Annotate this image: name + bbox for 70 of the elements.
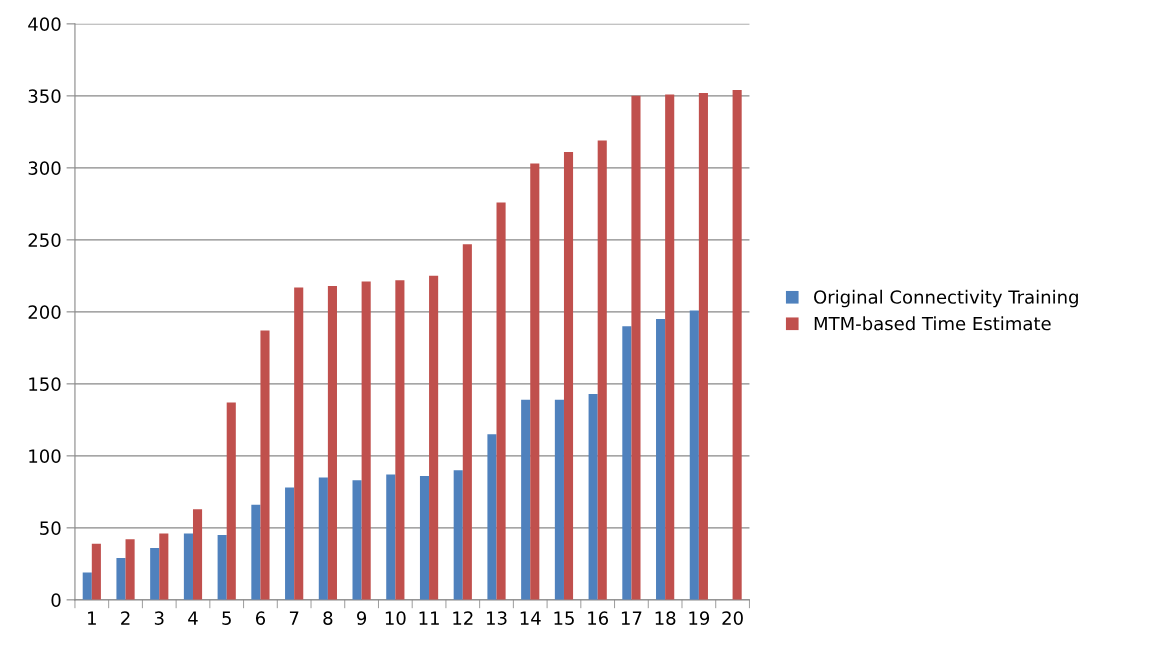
bar: [226, 402, 236, 600]
bar: [462, 244, 472, 600]
bar: [361, 281, 371, 600]
x-tick-label: 13: [487, 611, 507, 625]
x-tick-label: 1: [88, 611, 96, 625]
bar: [260, 330, 270, 600]
bar: [116, 558, 126, 600]
y-tick-label: 0: [51, 593, 61, 607]
bar: [496, 202, 506, 600]
x-tick-label: 14: [520, 611, 541, 625]
bar: [453, 470, 463, 600]
bar: [554, 399, 564, 600]
bar: [429, 275, 439, 600]
bar: [352, 480, 362, 600]
bar: [285, 487, 295, 600]
x-tick-label: 3: [154, 611, 164, 625]
bar: [183, 533, 193, 600]
y-tick-label: 250: [28, 233, 61, 247]
y-tick-label: 400: [28, 17, 61, 31]
bar: [563, 152, 574, 600]
bar: [698, 92, 708, 600]
bar: [395, 280, 405, 600]
y-tick-label: 100: [29, 449, 61, 463]
bar: [125, 539, 135, 600]
bar: [318, 477, 328, 600]
x-tick-label: 9: [357, 611, 367, 625]
bar: [689, 310, 699, 600]
bar: [622, 326, 632, 600]
y-tick-label: 150: [29, 377, 61, 391]
legend-label: MTM-based Time Estimate: [814, 316, 1051, 331]
x-tick-label: 11: [419, 611, 439, 625]
y-tick-label: 350: [28, 89, 61, 103]
bar: [665, 94, 675, 600]
x-tick-label: 4: [188, 611, 198, 625]
bar: [521, 399, 531, 600]
bar: [251, 504, 261, 600]
legend-label: Original Connectivity Training: [814, 289, 1078, 308]
x-tick-label: 2: [121, 611, 130, 625]
x-tick-label: 5: [222, 611, 231, 625]
bar: [217, 535, 227, 600]
bar: [656, 319, 666, 600]
x-tick-label: 18: [655, 611, 676, 625]
bar: [419, 476, 430, 600]
x-tick-label: 12: [453, 611, 473, 625]
bar: [732, 90, 742, 600]
x-tick-label: 8: [323, 611, 333, 625]
bar: [327, 285, 337, 600]
bar: [294, 287, 304, 600]
x-tick-label: 6: [255, 611, 266, 625]
y-tick-label: 200: [28, 305, 61, 319]
y-tick-label: 50: [40, 521, 61, 535]
x-tick-label: 20: [722, 611, 743, 625]
bar: [588, 393, 598, 600]
bar: [631, 95, 641, 600]
x-tick-label: 16: [588, 611, 609, 625]
bar: [91, 543, 101, 600]
bar: [159, 533, 169, 600]
bar: [597, 140, 607, 600]
bar: [530, 163, 540, 600]
x-tick-label: 15: [554, 611, 574, 625]
bar: [150, 548, 160, 600]
x-tick-label: 17: [621, 611, 642, 625]
x-tick-label: 19: [689, 611, 710, 625]
bar: [487, 434, 497, 600]
bar: [192, 509, 203, 600]
x-tick-label: 10: [385, 611, 406, 625]
y-tick-label: 300: [28, 161, 61, 175]
x-tick-label: 7: [289, 611, 299, 625]
bar: [82, 572, 92, 600]
bar: [386, 474, 396, 600]
